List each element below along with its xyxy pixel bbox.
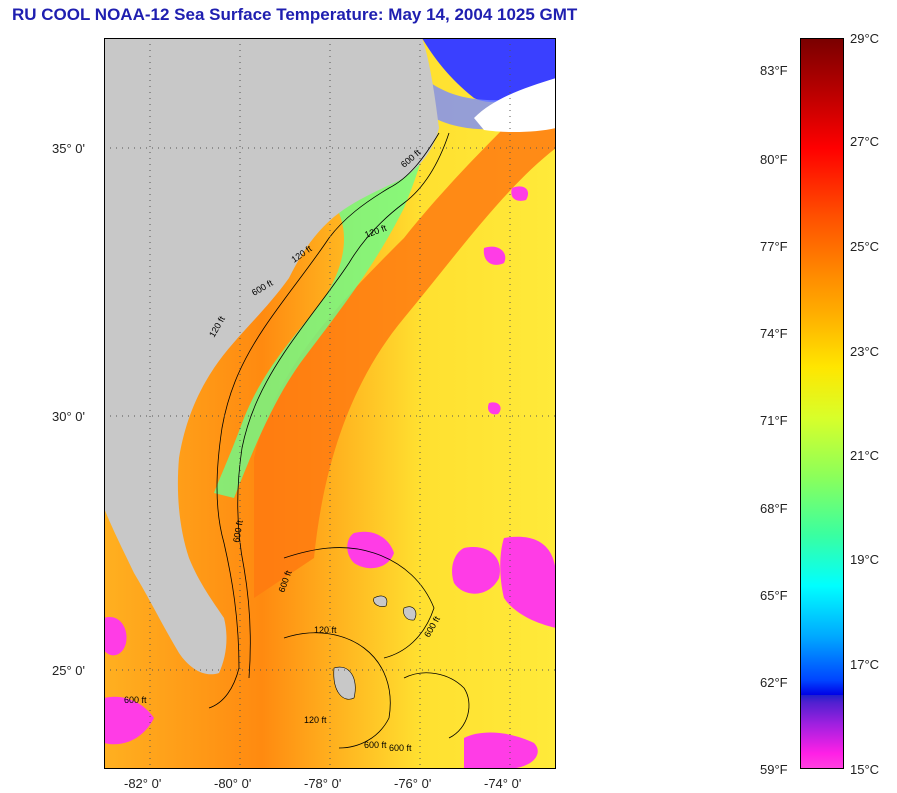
colorbar-c-label: 21°C <box>850 448 880 463</box>
lon-label-82: -82° 0' <box>124 776 162 791</box>
bahamas-islands <box>333 595 417 700</box>
colorbar-f-label: 62°F <box>760 675 788 690</box>
isobath-label: 120 ft <box>304 715 327 725</box>
colorbar-c-label: 17°C <box>850 657 880 672</box>
colorbar-c-label: 29°C <box>850 31 880 46</box>
colorbar-f-label: 65°F <box>760 588 788 603</box>
land-florida <box>104 458 227 675</box>
colorbar-f-label: 83°F <box>760 63 788 78</box>
colorbar-c-label: 27°C <box>850 134 880 149</box>
isobath-label: 600 ft <box>231 519 245 543</box>
colorbar-c-label: 15°C <box>850 762 880 777</box>
lat-label-30: 30° 0' <box>52 409 85 424</box>
white-cloud <box>474 78 556 133</box>
cold-water-patch <box>422 38 556 103</box>
isobath-label: 600 ft <box>389 743 412 753</box>
colorbar-c-label: 25°C <box>850 239 880 254</box>
colorbar-f-label: 80°F <box>760 152 788 167</box>
sst-map: 120 ft 600 ft 120 ft 600 ft 600 ft 120 f… <box>104 38 556 769</box>
colorbar-f-label: 59°F <box>760 762 788 777</box>
gulf-stream-band <box>254 98 556 598</box>
colorbar-c-label: 23°C <box>850 344 880 359</box>
lat-label-35: 35° 0' <box>52 141 85 156</box>
colorbar-f-label: 68°F <box>760 501 788 516</box>
isobath-contours <box>208 132 470 749</box>
lon-label-80: -80° 0' <box>214 776 252 791</box>
lat-label-25: 25° 0' <box>52 663 85 678</box>
colorbar-c-label: 19°C <box>850 552 880 567</box>
isobath-label: 600 ft <box>124 695 147 705</box>
lon-label-74: -74° 0' <box>484 776 522 791</box>
colorbar-f-label: 71°F <box>760 413 788 428</box>
land-mainland <box>104 38 439 458</box>
page-title: RU COOL NOAA-12 Sea Surface Temperature:… <box>12 5 578 24</box>
isobath-label: 600 ft <box>364 740 387 750</box>
temperature-colorbar <box>800 38 844 769</box>
colorbar-f-label: 77°F <box>760 239 788 254</box>
lon-label-76: -76° 0' <box>394 776 432 791</box>
colorbar-f-label: 74°F <box>760 326 788 341</box>
isobath-label: 120 ft <box>314 625 337 635</box>
cloud-mask <box>104 186 556 769</box>
lon-label-78: -78° 0' <box>304 776 342 791</box>
